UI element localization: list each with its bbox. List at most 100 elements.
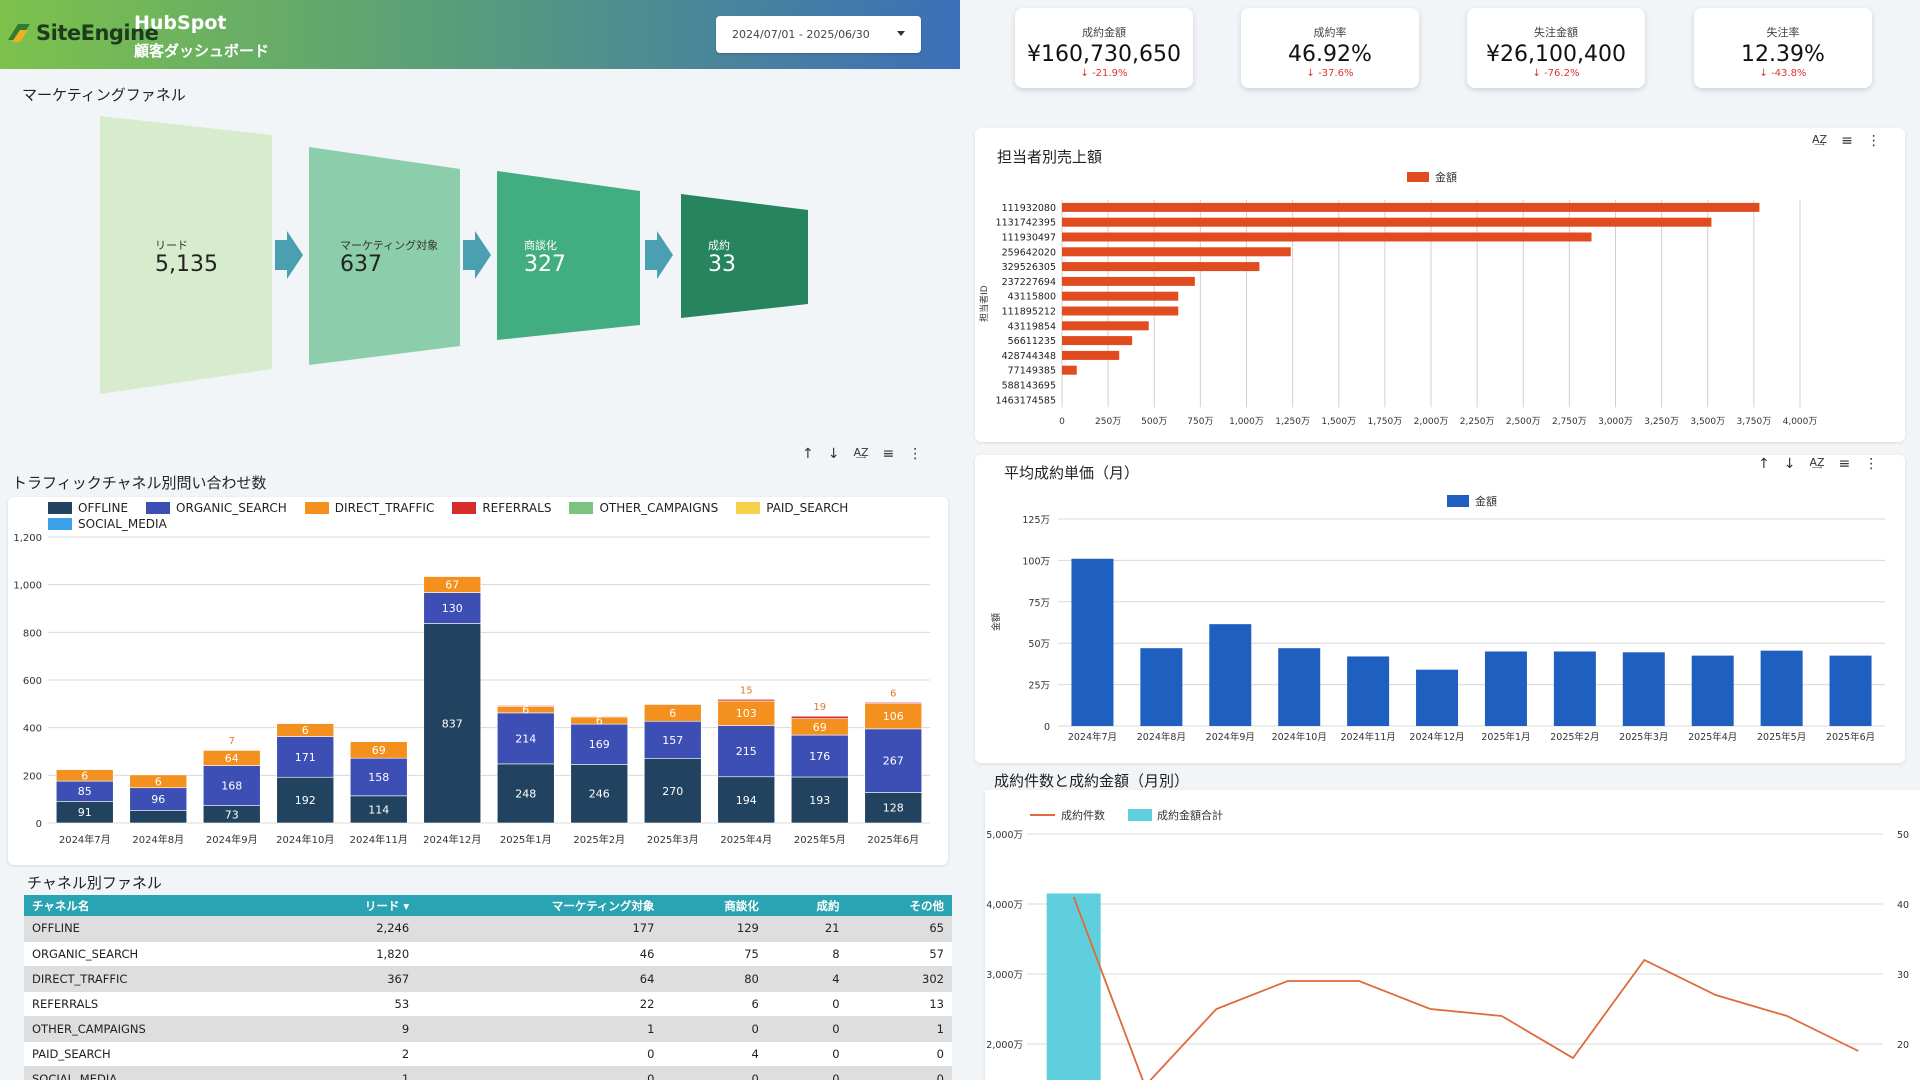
down-arrow-icon: ↓ <box>1306 68 1319 79</box>
kpi-label: 成約金額 <box>1082 26 1126 39</box>
bar <box>1062 321 1149 331</box>
column-header-marketing[interactable]: マーケティング対象 <box>417 895 663 916</box>
bar-segment <box>423 623 482 824</box>
bar-data-label: 69 <box>813 721 827 734</box>
table-row[interactable]: DIRECT_TRAFFIC 367 64 80 4 302 <box>24 966 952 992</box>
funnel-stage-marketing[interactable] <box>309 147 460 365</box>
chevron-down-icon <box>897 31 905 36</box>
table-cell: REFERRALS <box>24 991 293 1017</box>
more-icon[interactable]: ⋮ <box>1864 456 1879 472</box>
y-tick-label: 237227694 <box>1002 277 1056 288</box>
y-tick-label: 0 <box>1044 722 1050 733</box>
bar <box>1062 306 1179 316</box>
x-tick-label: 2024年11月 <box>350 833 408 846</box>
legend-label: PAID_SEARCH <box>766 501 849 515</box>
filter-icon[interactable]: ≡ <box>1838 456 1851 472</box>
sort-asc-icon[interactable]: ↑ <box>802 446 814 462</box>
bar-data-label: 73 <box>225 808 239 821</box>
x-tick-label: 2,000万 <box>1414 417 1449 427</box>
table-row[interactable]: ORGANIC_SEARCH 1,820 46 75 8 57 <box>24 941 952 967</box>
left-tick-label: 4,000万 <box>986 900 1023 911</box>
filter-icon[interactable]: ≡ <box>1841 133 1853 149</box>
bar-data-label: 6 <box>890 688 896 699</box>
bar-segment <box>349 795 408 824</box>
table-cell: 75 <box>662 941 767 967</box>
column-header-channel[interactable]: チャネル名 <box>24 895 293 916</box>
dashboard-header: SiteEngine HubSpot 顧客ダッシュボード 2024/07/01 … <box>0 0 960 69</box>
deals-monthly-combo-chart: 成約件数 成約金額合計 2,000万 3,000万 4,000万 5,000万 20 30 40… <box>986 808 1909 1080</box>
y-tick-label: 111930497 <box>1002 233 1056 244</box>
sales-by-rep-title: 担当者別売上額 <box>997 148 1103 166</box>
bar <box>1062 217 1712 227</box>
legend-item[interactable]: PAID_SEARCH <box>736 501 848 515</box>
funnel-stage-label: マーケティング対象 <box>340 239 439 252</box>
more-icon[interactable]: ⋮ <box>908 446 923 462</box>
table-row[interactable]: OTHER_CAMPAIGNS 9 1 0 0 1 <box>24 1016 952 1042</box>
funnel-stage-deal[interactable] <box>497 171 640 340</box>
date-range-picker[interactable]: 2024/07/01 - 2025/06/30 <box>716 16 921 53</box>
x-tick-label: 2025年6月 <box>867 833 919 846</box>
bar <box>1347 656 1390 726</box>
x-tick-label: 2024年10月 <box>276 833 334 846</box>
table-row[interactable]: REFERRALS 53 22 6 0 13 <box>24 991 952 1017</box>
legend-item[interactable]: ORGANIC_SEARCH <box>146 501 287 515</box>
legend-label: 金額 <box>1435 170 1457 184</box>
bar <box>1062 336 1133 346</box>
traffic-chart-legend: OFFLINE ORGANIC_SEARCH DIRECT_TRAFFIC REFER… <box>48 501 908 531</box>
column-header-lead[interactable]: リード ▾ <box>292 895 418 916</box>
bar-data-label: 106 <box>883 710 904 723</box>
legend-item[interactable]: DIRECT_TRAFFIC <box>304 501 434 515</box>
legend-item[interactable]: OTHER_CAMPAIGNS <box>569 501 718 515</box>
bar-data-label: 158 <box>368 771 389 784</box>
bar-data-label: 214 <box>515 732 536 745</box>
x-tick-label: 2024年9月 <box>1206 731 1255 743</box>
logo-leaf-icon <box>8 24 30 42</box>
table-row[interactable]: OFFLINE 2,246 177 129 21 65 <box>24 916 952 942</box>
bar-segment <box>349 741 408 759</box>
table-row[interactable]: PAID_SEARCH 2 0 4 0 0 <box>24 1041 952 1067</box>
legend-item[interactable]: REFERRALS <box>452 501 551 515</box>
bar <box>1062 202 1760 212</box>
bar <box>1691 655 1734 726</box>
legend-label: ORGANIC_SEARCH <box>176 501 287 515</box>
y-tick-label: 50万 <box>1028 639 1050 650</box>
bar-segment <box>570 764 629 824</box>
bar-segment <box>717 699 776 702</box>
sort-az-icon[interactable]: A͢Z <box>1809 456 1825 469</box>
bar-segment <box>276 736 335 778</box>
y-tick-label: 125万 <box>1022 515 1050 526</box>
table-cell: 65 <box>847 916 952 942</box>
sort-desc-icon[interactable]: ↓ <box>827 446 840 462</box>
funnel-arrow-icon <box>645 231 673 279</box>
x-tick-label: 2025年4月 <box>1688 731 1737 743</box>
funnel-stage-label: リード <box>155 239 188 252</box>
funnel-arrow-icon <box>275 231 303 279</box>
bar <box>1209 624 1252 726</box>
legend-swatch <box>48 502 72 514</box>
y-tick-label: 800 <box>23 628 42 639</box>
table-row[interactable]: SOCIAL_MEDIA 1 0 0 0 0 <box>24 1066 952 1080</box>
more-icon[interactable]: ⋮ <box>1866 133 1881 149</box>
table-cell: PAID_SEARCH <box>24 1041 293 1067</box>
y-tick-label: 600 <box>23 676 42 687</box>
bar-segment <box>717 776 776 824</box>
funnel-arrow-icon <box>463 231 491 279</box>
right-tick-label: 50 <box>1897 830 1909 841</box>
legend-item[interactable]: SOCIAL_MEDIA <box>48 517 167 531</box>
filter-icon[interactable]: ≡ <box>882 446 895 462</box>
sort-az-icon[interactable]: A͢Z <box>1812 133 1828 146</box>
sort-az-icon[interactable]: A͢Z <box>853 446 869 459</box>
traffic-chart-title: トラフィックチャネル別問い合わせ数 <box>12 474 267 492</box>
column-header-deal[interactable]: 商談化 <box>662 895 767 916</box>
sort-desc-icon[interactable]: ↓ <box>1783 456 1796 472</box>
funnel-stage-lead[interactable] <box>100 116 272 394</box>
bar-data-label: 169 <box>589 738 610 751</box>
bar-data-label: 19 <box>813 702 826 713</box>
column-header-won[interactable]: 成約 <box>766 895 848 916</box>
bar <box>1062 291 1179 301</box>
funnel-stage-won[interactable] <box>681 194 808 318</box>
column-header-other[interactable]: その他 <box>847 895 952 916</box>
table-cell: 0 <box>847 1041 952 1067</box>
sort-asc-icon[interactable]: ↑ <box>1758 456 1770 472</box>
legend-item[interactable]: OFFLINE <box>48 501 128 515</box>
